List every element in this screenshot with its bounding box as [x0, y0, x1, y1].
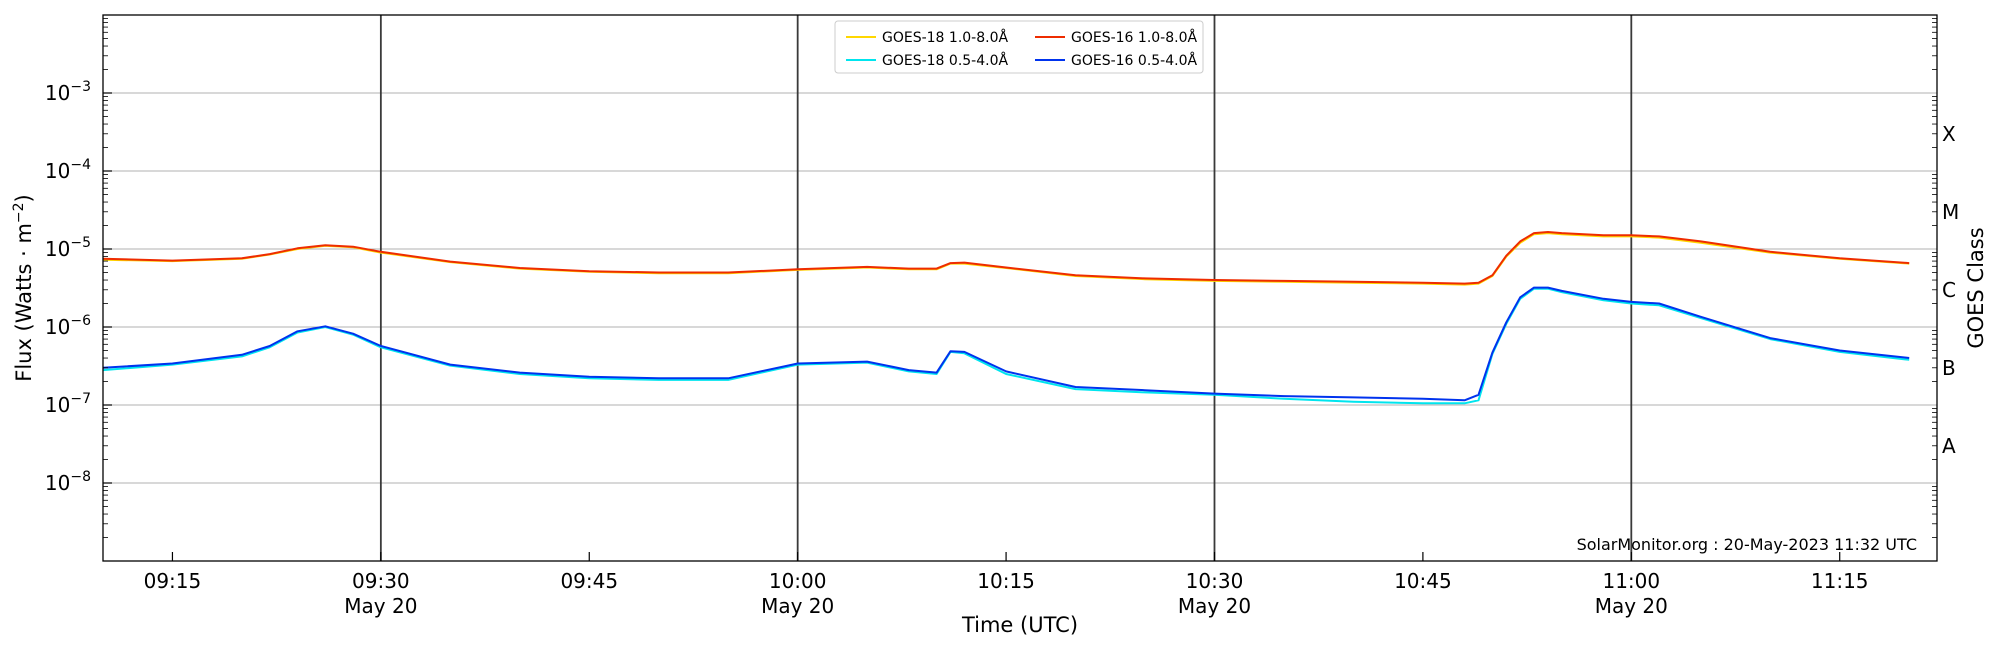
x-tick-date-label: May 20 [761, 594, 834, 618]
legend-label: GOES-18 0.5-4.0Å [882, 52, 1008, 69]
credit-text: SolarMonitor.org : 20-May-2023 11:32 UTC [1577, 535, 1917, 554]
y-tick-label: 10−8 [45, 469, 91, 495]
legend: GOES-18 1.0-8.0Å GOES-18 0.5-4.0Å GOES-16 … [834, 20, 1204, 74]
x-tick-label: 10:30 [1186, 569, 1244, 593]
x-tick-label: 09:45 [560, 569, 618, 593]
y-axis-title: Flux (Watts · m−2) [11, 194, 36, 382]
legend-items: GOES-18 1.0-8.0Å GOES-18 0.5-4.0Å GOES-16 … [846, 29, 1197, 69]
y-tick-label: 10−6 [45, 313, 91, 339]
x-tick-label: 10:00 [769, 569, 827, 593]
plot-frame [102, 14, 1938, 562]
series-line-1 [102, 232, 1910, 286]
series-line-2 [102, 287, 1910, 405]
x-tick-date-label: May 20 [344, 594, 417, 618]
x-tick-label: 10:45 [1394, 569, 1452, 593]
x-tick-label: 09:15 [144, 569, 202, 593]
legend-box [834, 20, 1204, 74]
series-layer [102, 231, 1910, 405]
vertical-lines-layer [379, 15, 1633, 561]
goes-class-label: A [1942, 434, 1956, 458]
y-axis-title-close: ) [12, 194, 36, 202]
legend-label: GOES-16 1.0-8.0Å [1071, 29, 1197, 46]
x-tick-date-label: May 20 [1178, 594, 1251, 618]
x-tick-label: 09:30 [352, 569, 410, 593]
y-tick-label: 10−5 [45, 235, 91, 261]
y-tick-label: 10−4 [45, 157, 91, 183]
y-tick-label: 10−7 [45, 391, 91, 417]
x-tick-date-label: May 20 [1595, 594, 1668, 618]
right-axis-title: GOES Class [1964, 227, 1988, 348]
legend-label: GOES-16 0.5-4.0Å [1071, 52, 1197, 69]
y-axis-title-main: Flux (Watts · m [12, 223, 36, 382]
y-tick-label: 10−3 [45, 79, 91, 105]
y-axis-title-exponent: −2 [11, 202, 27, 223]
goes-class-label: C [1942, 278, 1956, 302]
x-axis-title: Time (UTC) [961, 613, 1078, 637]
goes-class-label: M [1942, 200, 1959, 224]
series-line-4 [102, 286, 1910, 402]
goes-class-layer: A B C M X [1942, 122, 1959, 458]
series-line-3 [102, 231, 1910, 285]
x-tick-label: 10:15 [977, 569, 1035, 593]
y-ticks-layer: 10−8 10−7 10−6 10−5 10−4 10−3 [45, 18, 1937, 538]
goes-class-label: X [1942, 122, 1956, 146]
x-tick-label: 11:00 [1602, 569, 1660, 593]
goes-class-label: B [1942, 356, 1956, 380]
legend-label: GOES-18 1.0-8.0Å [882, 29, 1008, 46]
x-tick-label: 11:15 [1811, 569, 1869, 593]
grid-layer [103, 92, 1937, 484]
